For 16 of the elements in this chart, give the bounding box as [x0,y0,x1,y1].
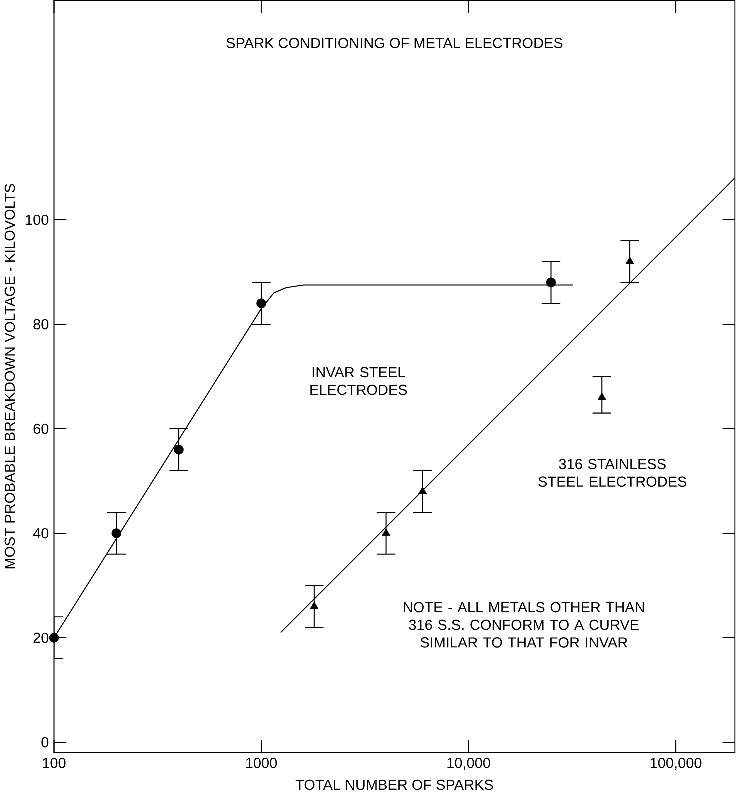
x-tick-label: 1000 [246,758,278,768]
y-tick-label: 40 [34,528,49,539]
y-tick-label: 80 [34,319,49,330]
annotation: NOTE - ALL METALS OTHER THAN 316 S.S. CONFORM TO A CURVE SIMILAR TO THAT FOR INVAR [404,602,644,648]
annotation: 316 STAINLESS STEEL ELECTRODES [538,459,687,488]
x-tick-label: 100,000 [651,758,702,770]
annotation: INVAR STEEL ELECTRODES [310,367,408,396]
text: SPARK CONDITIONING OF METAL ELECTRODES [226,38,563,48]
y-tick-label: 0 [42,737,49,748]
y-axis-title: MOST PROBABLE BREAKDOWN VOLTAGE - KILOVOLTS [4,184,16,569]
x-tick-label: 100 [43,758,66,768]
x-tick-label: 10,000 [448,758,491,770]
y-tick-label: 60 [34,424,49,434]
y-tick-label: 20 [34,632,49,644]
x-axis-title: TOTAL NUMBER OF SPARKS [296,780,494,790]
y-tick-label: 100 [26,214,49,226]
